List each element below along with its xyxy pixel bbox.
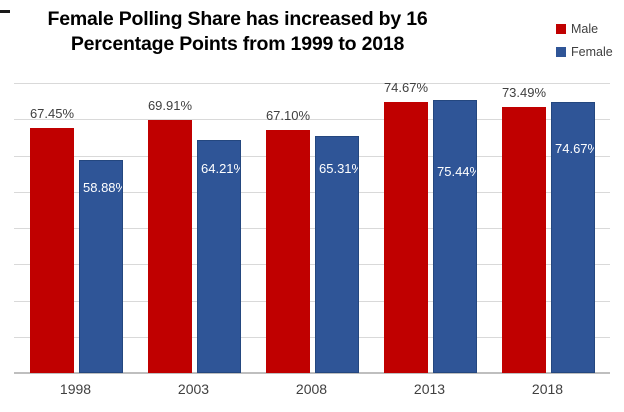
bar-male-2003: [148, 119, 192, 373]
bar-female-2018: 74.67%: [551, 102, 595, 373]
data-label-male-2013: 74.67%: [383, 80, 429, 96]
female-legend-swatch: [556, 47, 566, 57]
data-label-male-1998: 67.45%: [29, 106, 75, 122]
x-axis-label-2018: 2018: [531, 381, 564, 397]
bar-female-2008: 65.31%: [315, 136, 359, 373]
x-axis-label-2008: 2008: [295, 381, 328, 397]
gridline-30: [14, 264, 610, 266]
chart-title-line1: Female Polling Share has increased by 16: [47, 8, 428, 30]
bar-male-2013: [384, 102, 428, 373]
data-label-male-2008: 67.10%: [265, 107, 311, 123]
gridline-70: [14, 119, 610, 121]
bar-female-2003: 64.21%: [197, 140, 241, 373]
data-label-male-2018: 73.49%: [501, 84, 547, 100]
x-axis-label-1998: 1998: [59, 381, 92, 397]
gridline-50: [14, 191, 610, 193]
chart-title-line2: Percentage Points from 1999 to 2018: [70, 33, 405, 55]
gridline-40: [14, 228, 610, 229]
gridline-60: [14, 155, 610, 157]
data-label-male-2003: 69.91%: [147, 97, 193, 113]
bar-female-2013: 75.44%: [433, 99, 477, 373]
gridline-20: [14, 300, 610, 302]
gridline-10: [14, 336, 610, 338]
bar-male-2018: [502, 106, 546, 373]
bar-female-1998: 58.88%: [79, 159, 123, 373]
legend-item-female: Female: [556, 45, 613, 59]
chart-title: Female Polling Share has increased by 16…: [10, 7, 465, 57]
bar-male-1998: [30, 128, 74, 373]
data-label-female-2008: 65.31%: [319, 161, 359, 177]
male-legend-label: Male: [571, 22, 599, 36]
x-axis-label-2013: 2013: [413, 381, 446, 397]
male-legend-swatch: [556, 24, 566, 34]
gridline-80: [14, 83, 610, 84]
x-axis-line: [14, 372, 610, 374]
window-edge-artifact: [0, 10, 10, 13]
data-label-female-1998: 58.88%: [83, 179, 123, 195]
data-label-female-2018: 74.67%: [555, 141, 595, 157]
bar-male-2008: [266, 129, 310, 373]
female-legend-label: Female: [571, 45, 613, 59]
data-label-female-2013: 75.44%: [437, 163, 477, 179]
data-label-female-2003: 64.21%: [201, 161, 241, 177]
legend-item-male: Male: [556, 22, 613, 36]
legend: Male Female: [556, 22, 613, 59]
x-axis-label-2003: 2003: [177, 381, 210, 397]
